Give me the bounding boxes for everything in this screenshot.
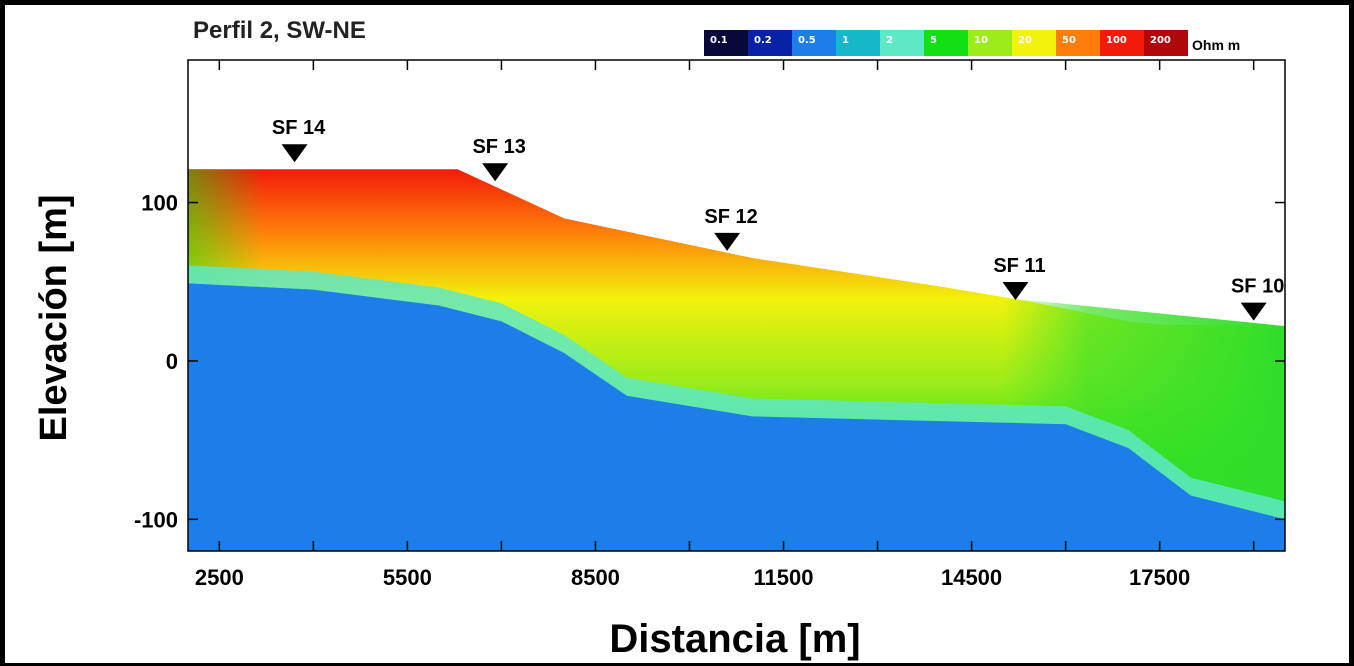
colorbar-label: 200: [1150, 35, 1171, 46]
colorbar-swatch: [924, 30, 968, 56]
axes-box: [187, 59, 1286, 552]
well-marker-triangle: [1240, 302, 1267, 321]
conductive-basement: [188, 283, 1285, 551]
colorbar-swatch: [1144, 30, 1188, 56]
colorbar-swatch: [1012, 30, 1056, 56]
x-tick-label: 2500: [195, 565, 244, 590]
colorbar-swatch: [880, 30, 924, 56]
colorbar-swatch: [836, 30, 880, 56]
colorbar-swatch: [1056, 30, 1100, 56]
colorbar-swatch: [1100, 30, 1144, 56]
well-label: SF 10: [1231, 276, 1284, 298]
well-marker-triangle: [281, 144, 308, 163]
y-tick-label: 100: [141, 191, 178, 216]
colorbar-label: 20: [1018, 35, 1032, 46]
colorbar-label: 5: [930, 35, 937, 46]
colorbar-label: 100: [1106, 35, 1127, 46]
x-tick-label: 8500: [571, 565, 620, 590]
colorbar: 0.1 0.2 0.5 1 2 5 10 20 50 100 200 Ohm m: [704, 30, 1240, 56]
colorbar-swatch: [704, 30, 748, 56]
x-tick-label: 11500: [754, 565, 814, 590]
y-tick-label: -100: [134, 507, 178, 532]
plot-area: [188, 169, 1285, 551]
colorbar-label: 0.2: [754, 35, 772, 46]
y-axis-label: Elevación [m]: [33, 194, 75, 441]
colorbar-label: 1: [842, 35, 849, 46]
well-marker-triangle: [714, 232, 741, 251]
y-tick-label: 0: [166, 349, 178, 374]
colorbar-label: 50: [1062, 35, 1076, 46]
well-label: SF 13: [472, 136, 525, 158]
well-marker-triangle: [482, 163, 509, 182]
x-tick-label: 5500: [383, 565, 432, 590]
colorbar-swatch: [792, 30, 836, 56]
x-axis-label: Distancia [m]: [609, 617, 860, 661]
well-label: SF 14: [272, 117, 326, 139]
colorbar-swatch: [968, 30, 1012, 56]
chart-title: Perfil 2, SW-NE: [193, 17, 366, 44]
axis-ticks: 2500 5500 8500 11500 14500 17500 100 0 -100: [134, 60, 1285, 590]
well-label: SF 11: [993, 255, 1045, 277]
well-marker-triangle: [1002, 281, 1029, 300]
colorbar-label: 2: [886, 35, 893, 46]
colorbar-label: 0.1: [710, 35, 728, 46]
x-tick-label: 17500: [1129, 565, 1190, 590]
colorbar-swatch: [748, 30, 792, 56]
well-label: SF 12: [704, 206, 757, 228]
colorbar-label: 10: [974, 35, 988, 46]
colorbar-label: 0.5: [798, 35, 816, 46]
x-tick-label: 14500: [941, 565, 1002, 590]
colorbar-unit: Ohm m: [1192, 37, 1240, 53]
well-markers: SF 14 SF 13 SF 12 SF 11 SF 10: [272, 117, 1284, 321]
